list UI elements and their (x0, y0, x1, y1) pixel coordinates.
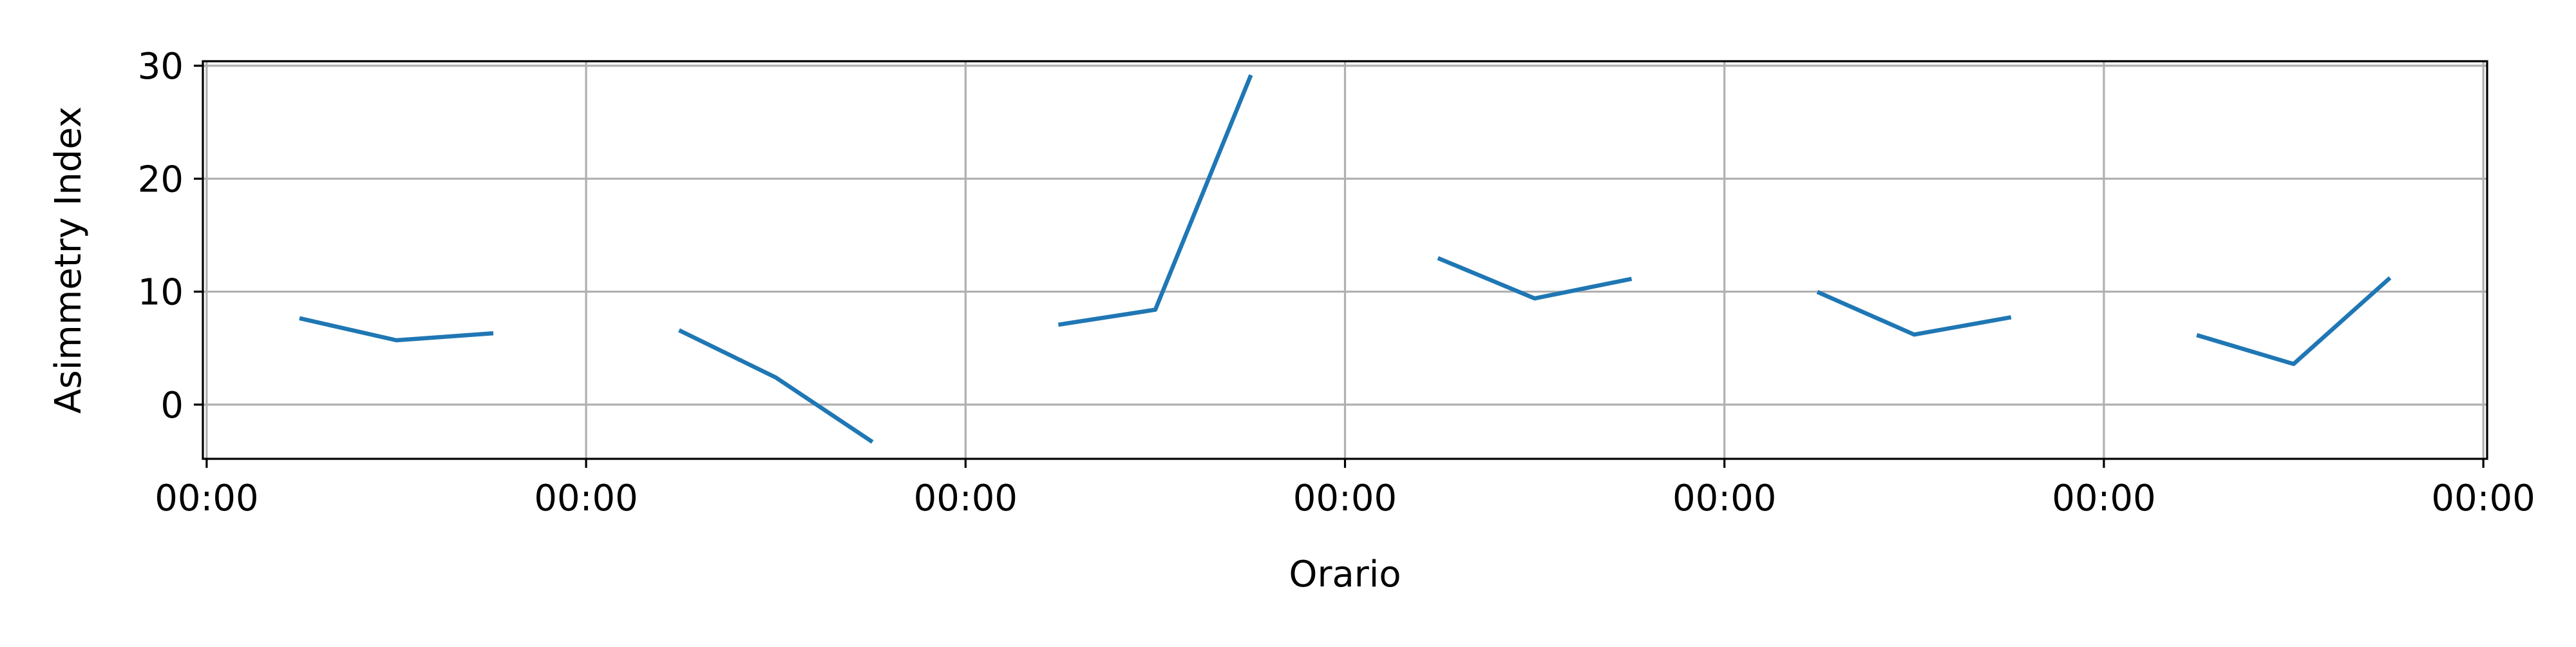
x-tick-label: 00:00 (534, 478, 638, 519)
x-tick-label: 00:00 (914, 478, 1018, 519)
series-line-segment (678, 328, 874, 444)
x-axis-label: Orario (1289, 554, 1401, 595)
y-tick-label: 0 (160, 385, 184, 427)
series-line-segment (1057, 74, 1253, 327)
x-tick-label: 00:00 (2431, 478, 2535, 519)
series-line-segment (299, 316, 494, 343)
y-tick-label: 30 (138, 46, 184, 88)
x-tick-label: 00:00 (2052, 478, 2155, 519)
x-tick-label: 00:00 (155, 478, 258, 519)
series-line-segment (1816, 290, 2012, 337)
y-tick-label: 10 (138, 272, 184, 314)
x-tick-label: 00:00 (1672, 478, 1776, 519)
axis-ticks: 00:00 00:00 00:00 00:00 00:00 00:00 00:00 0 10 20… (138, 46, 2535, 519)
series-line-segment (2196, 276, 2392, 367)
data-series (299, 74, 2392, 444)
series-line-segment (1437, 256, 1633, 301)
y-tick-label: 20 (138, 159, 184, 200)
x-tick-label: 00:00 (1293, 478, 1397, 519)
y-axis-label: Asimmetry Index (48, 106, 90, 414)
grid-lines (203, 61, 2487, 459)
